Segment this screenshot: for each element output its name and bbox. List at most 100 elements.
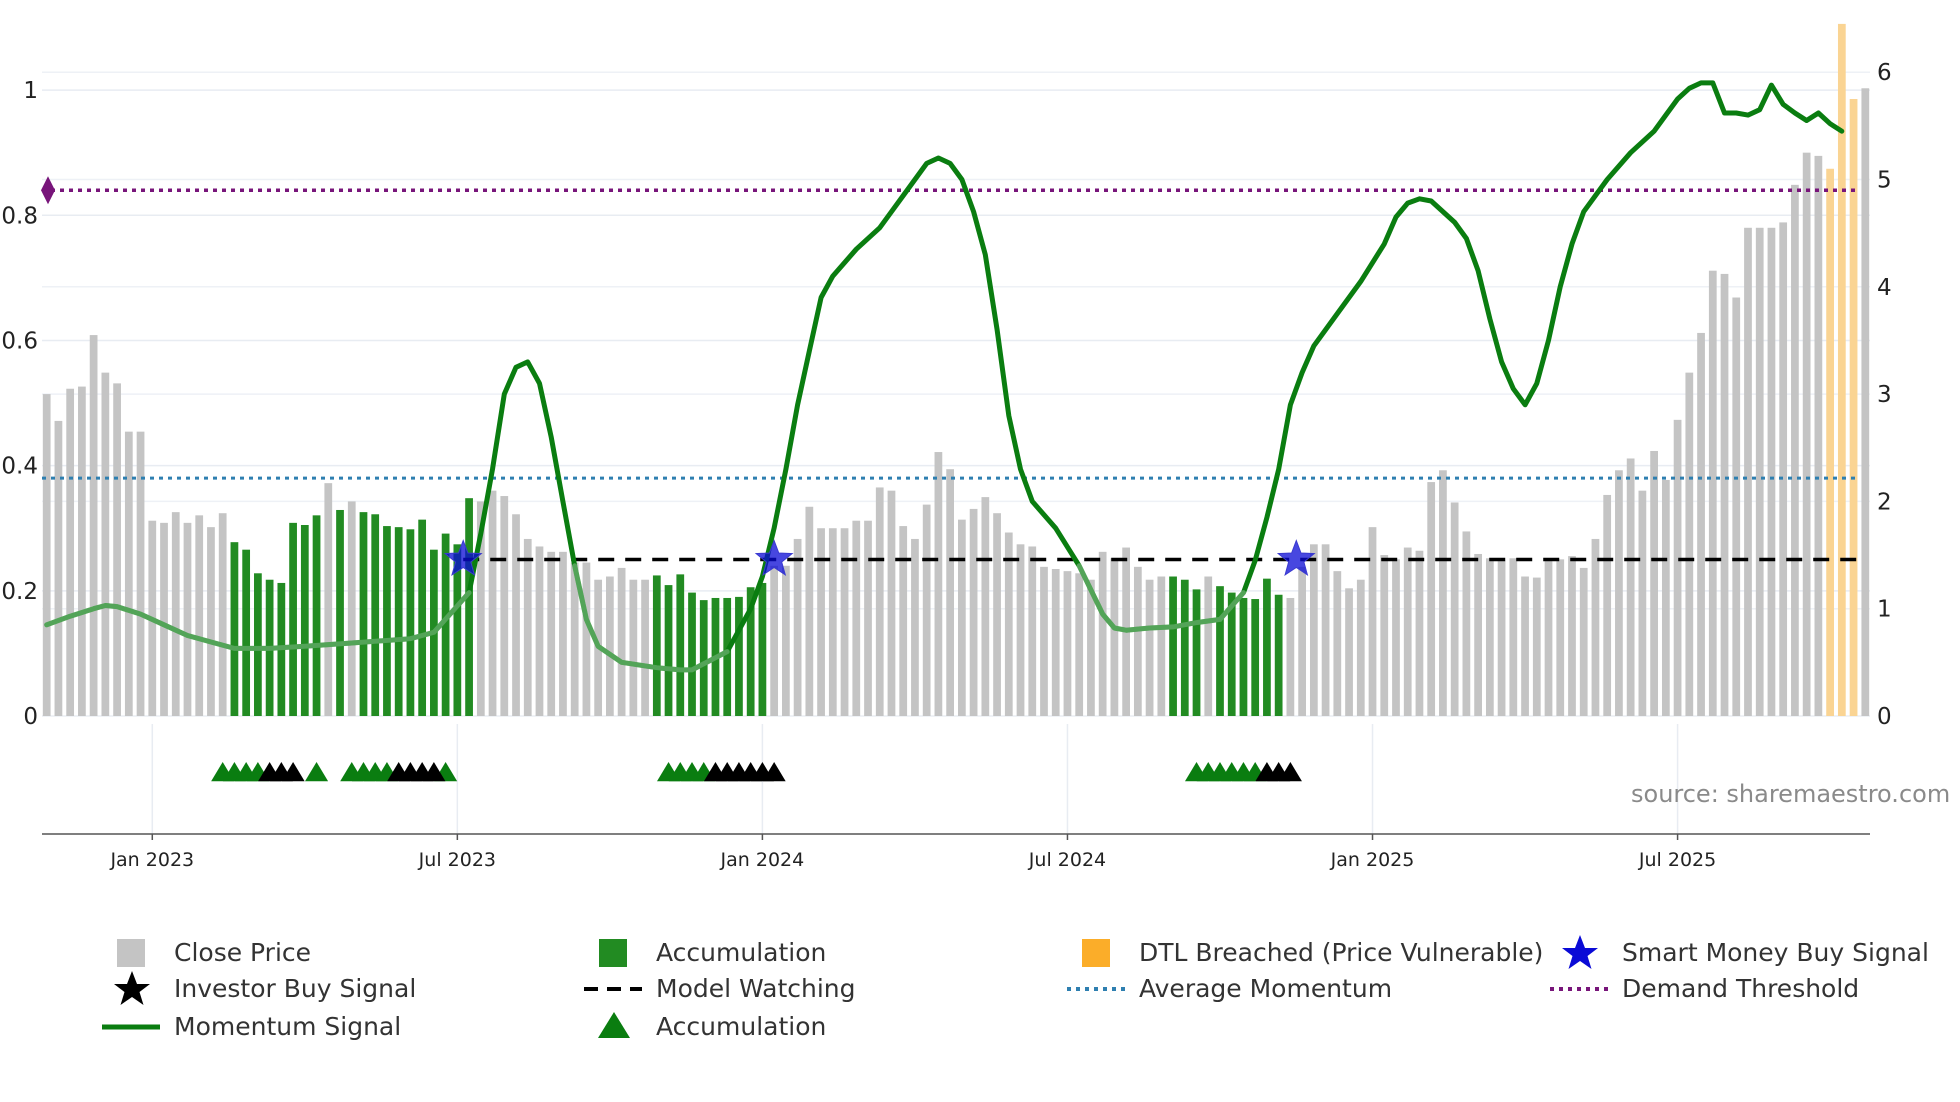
price-bar: [911, 538, 919, 716]
accumulation-bar: [465, 498, 473, 716]
price-bar: [828, 528, 837, 716]
price-bar: [641, 579, 649, 716]
axes: Jan 2023 Jul 2023 Jan 2024 Jul 2024 Jan 2025…: [1, 60, 1891, 871]
price-bar: [1685, 372, 1694, 716]
price-bar: [207, 527, 215, 716]
dtl-bar: [1837, 23, 1846, 716]
price-bar: [1556, 559, 1565, 716]
y-right-tick-label: 6: [1877, 60, 1892, 86]
price-bar: [1673, 419, 1682, 716]
price-bar: [1626, 458, 1635, 716]
accumulation-bar: [289, 522, 297, 716]
accumulation-bar: [371, 514, 380, 716]
price-bar: [993, 513, 1001, 716]
price-bars: [42, 23, 1870, 717]
price-bar: [78, 386, 86, 716]
price-bar: [922, 504, 931, 716]
price-bar: [1814, 155, 1823, 716]
accumulation-bar: [441, 533, 450, 716]
accumulation-bar: [418, 519, 427, 716]
price-bar: [629, 579, 638, 716]
x-tick-label: Jan 2025: [1330, 849, 1415, 871]
accumulation-bar: [1251, 599, 1260, 716]
price-bar: [1650, 450, 1658, 716]
price-bar: [1474, 553, 1482, 716]
y-right-tick-label: 2: [1877, 489, 1892, 515]
smart-money-signal-star: [443, 539, 483, 577]
price-bar: [1309, 544, 1318, 716]
price-bar: [570, 562, 579, 716]
price-bar: [171, 512, 180, 716]
price-bar: [218, 513, 227, 716]
accumulation-bar: [676, 574, 685, 716]
price-bar: [54, 420, 63, 716]
price-bar: [1345, 588, 1353, 716]
y-left-tick-label: 0.2: [1, 579, 38, 605]
source-label: source: sharemaestro.com: [1631, 780, 1951, 808]
price-bar: [1298, 566, 1306, 716]
accumulation-bar: [453, 544, 462, 716]
price-bar: [1591, 538, 1600, 716]
price-bar: [1767, 227, 1776, 716]
price-bar: [1708, 270, 1717, 716]
price-bar: [160, 522, 168, 716]
accumulation-bar: [394, 527, 403, 716]
accumulation-bar: [688, 592, 696, 716]
price-bar: [1861, 88, 1870, 717]
accumulation-marker: [305, 762, 329, 782]
y-right-tick-label: 1: [1877, 597, 1892, 623]
x-tick-label: Jul 2025: [1638, 849, 1716, 871]
price-bar: [957, 519, 966, 716]
accumulation-bar: [735, 596, 743, 716]
accumulation-bar: [652, 575, 661, 716]
price-bar: [1063, 571, 1072, 716]
price-bar: [1497, 560, 1506, 716]
accumulation-bar: [664, 585, 673, 716]
price-bar: [946, 469, 955, 716]
price-bar: [1028, 546, 1037, 716]
price-bar: [42, 394, 51, 716]
price-bar: [1016, 544, 1025, 716]
price-bar: [781, 565, 790, 716]
accumulation-bar: [383, 526, 391, 716]
y-right-tick-label: 5: [1877, 167, 1892, 193]
price-bar: [324, 483, 333, 716]
price-bar: [1744, 227, 1752, 716]
price-bar: [535, 546, 544, 716]
accumulation-bar: [312, 515, 321, 716]
price-bar: [817, 528, 825, 716]
price-bar: [1802, 152, 1811, 716]
accumulation-bar: [1239, 597, 1248, 716]
price-bar: [1521, 576, 1529, 716]
price-bar: [1040, 566, 1048, 716]
price-bar: [1333, 571, 1342, 716]
price-bar: [1204, 576, 1213, 716]
price-bar: [1098, 551, 1107, 716]
price-bar: [1532, 577, 1541, 716]
price-bar: [1368, 527, 1377, 716]
investor-buy-marker: [281, 762, 305, 782]
accumulation-bar: [746, 587, 755, 716]
dtl-bar: [1849, 99, 1858, 717]
price-bar: [1791, 184, 1799, 716]
accumulation-bar: [1227, 592, 1236, 716]
price-bar: [1779, 222, 1788, 716]
momentum-signal-line: [44, 80, 1845, 673]
price-bar: [1450, 502, 1459, 716]
price-bar: [1732, 297, 1741, 716]
price-bar: [969, 508, 978, 716]
y-left-tick-label: 0.8: [1, 203, 38, 229]
accumulation-bar: [1180, 579, 1189, 716]
price-bar: [1415, 550, 1424, 716]
price-bar: [124, 431, 133, 716]
accumulation-bar: [230, 542, 239, 716]
price-bar: [500, 496, 509, 716]
y-right-tick-label: 4: [1877, 275, 1892, 301]
price-bar: [1427, 482, 1436, 716]
smart-money-signal-star: [1276, 539, 1316, 577]
price-bar: [1157, 576, 1166, 716]
accumulation-bar: [254, 573, 262, 716]
price-bar: [934, 452, 943, 716]
x-tick-label: Jul 2024: [1028, 849, 1106, 871]
price-bar: [606, 576, 614, 716]
